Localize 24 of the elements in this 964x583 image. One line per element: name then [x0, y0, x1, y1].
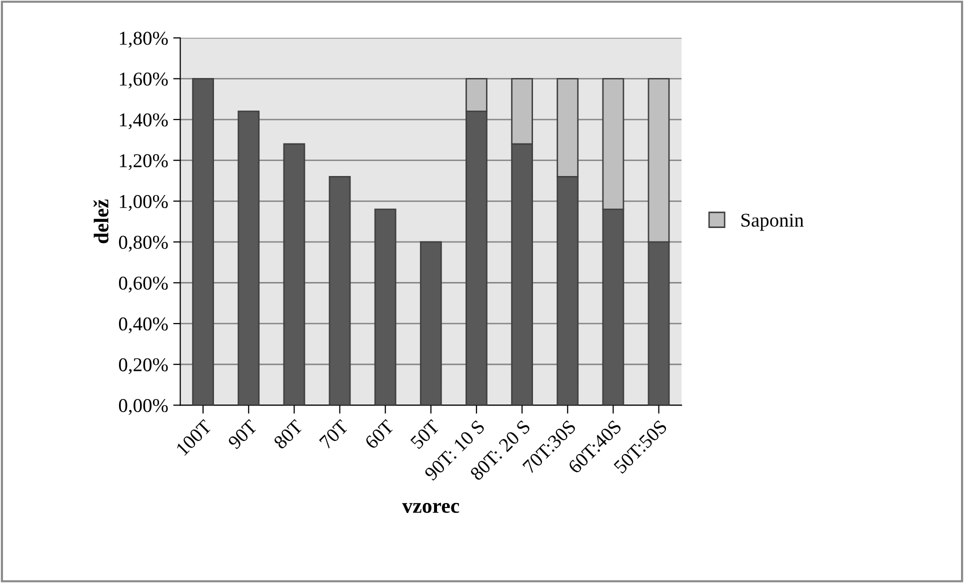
y-axis-title: delež — [94, 199, 108, 244]
y-tick-label: 1,40% — [120, 113, 168, 130]
y-tick-label: 0,20% — [118, 358, 168, 374]
bar — [192, 78, 214, 406]
y-tick-label: 0,40% — [118, 317, 168, 334]
x-axis-title: vzorec — [402, 502, 460, 513]
y-tick-label: 1,80% — [120, 32, 168, 48]
x-tick-label: 80T — [272, 419, 304, 450]
bar — [283, 143, 306, 406]
y-tick-label: 0,60% — [118, 276, 168, 292]
legend-label: Saponin — [741, 214, 804, 231]
bar — [238, 110, 260, 406]
x-tick-label: 90T — [227, 419, 258, 450]
x-tick-label: 60T — [364, 419, 395, 450]
bar — [328, 176, 351, 406]
y-tick-label: 0,00% — [118, 399, 168, 415]
x-tick-label: 70T — [318, 419, 350, 450]
bar — [374, 208, 396, 406]
x-tick-label: 50T — [410, 419, 440, 450]
y-tick-label: 0,80% — [118, 236, 168, 252]
y-tick-label: 1,60% — [120, 72, 168, 88]
y-tick-label: 1,00% — [120, 194, 168, 211]
y-tick-label: 1,20% — [120, 154, 168, 170]
bar — [420, 241, 442, 406]
